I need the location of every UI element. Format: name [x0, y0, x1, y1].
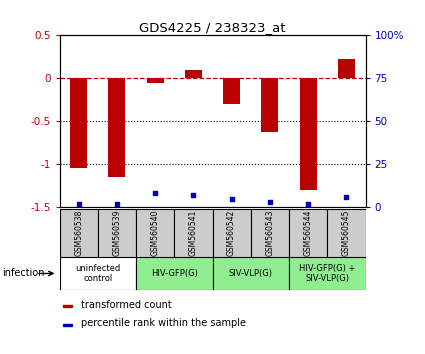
Bar [62, 305, 72, 307]
Bar [261, 78, 278, 132]
Text: HIV-GFP(G) +
SIV-VLP(G): HIV-GFP(G) + SIV-VLP(G) [299, 264, 355, 283]
Bar [147, 78, 164, 82]
Point [75, 201, 82, 206]
Bar [289, 209, 327, 257]
Text: GSM560540: GSM560540 [150, 210, 160, 256]
Text: SIV-VLP(G): SIV-VLP(G) [229, 269, 273, 278]
Point [266, 199, 273, 205]
Text: GSM560543: GSM560543 [265, 210, 275, 256]
Bar [338, 59, 355, 78]
Bar [223, 78, 240, 104]
Bar [327, 209, 366, 257]
Bar [174, 209, 212, 257]
Point [190, 192, 197, 198]
Bar [70, 78, 87, 169]
Point [113, 201, 120, 206]
Title: GDS4225 / 238323_at: GDS4225 / 238323_at [139, 21, 286, 34]
Text: GSM560541: GSM560541 [189, 210, 198, 256]
Text: HIV-GFP(G): HIV-GFP(G) [151, 269, 198, 278]
Bar [62, 324, 72, 326]
Bar [212, 209, 251, 257]
Text: transformed count: transformed count [81, 299, 172, 309]
Text: infection: infection [2, 268, 45, 279]
Text: GSM560544: GSM560544 [303, 210, 313, 256]
Text: uninfected
control: uninfected control [75, 264, 120, 283]
Text: GSM560545: GSM560545 [342, 210, 351, 256]
Point [343, 194, 350, 200]
Bar [60, 209, 98, 257]
Text: GSM560542: GSM560542 [227, 210, 236, 256]
Text: GSM560539: GSM560539 [112, 210, 122, 256]
Bar [212, 257, 289, 290]
Bar [289, 257, 366, 290]
Bar [60, 257, 136, 290]
Point [228, 196, 235, 201]
Bar [300, 78, 317, 190]
Text: GSM560538: GSM560538 [74, 210, 83, 256]
Bar [185, 70, 202, 78]
Point [305, 201, 312, 206]
Bar [251, 209, 289, 257]
Bar [136, 209, 174, 257]
Bar [98, 209, 136, 257]
Text: percentile rank within the sample: percentile rank within the sample [81, 318, 246, 328]
Bar [136, 257, 212, 290]
Point [152, 190, 159, 196]
Bar [108, 78, 125, 177]
